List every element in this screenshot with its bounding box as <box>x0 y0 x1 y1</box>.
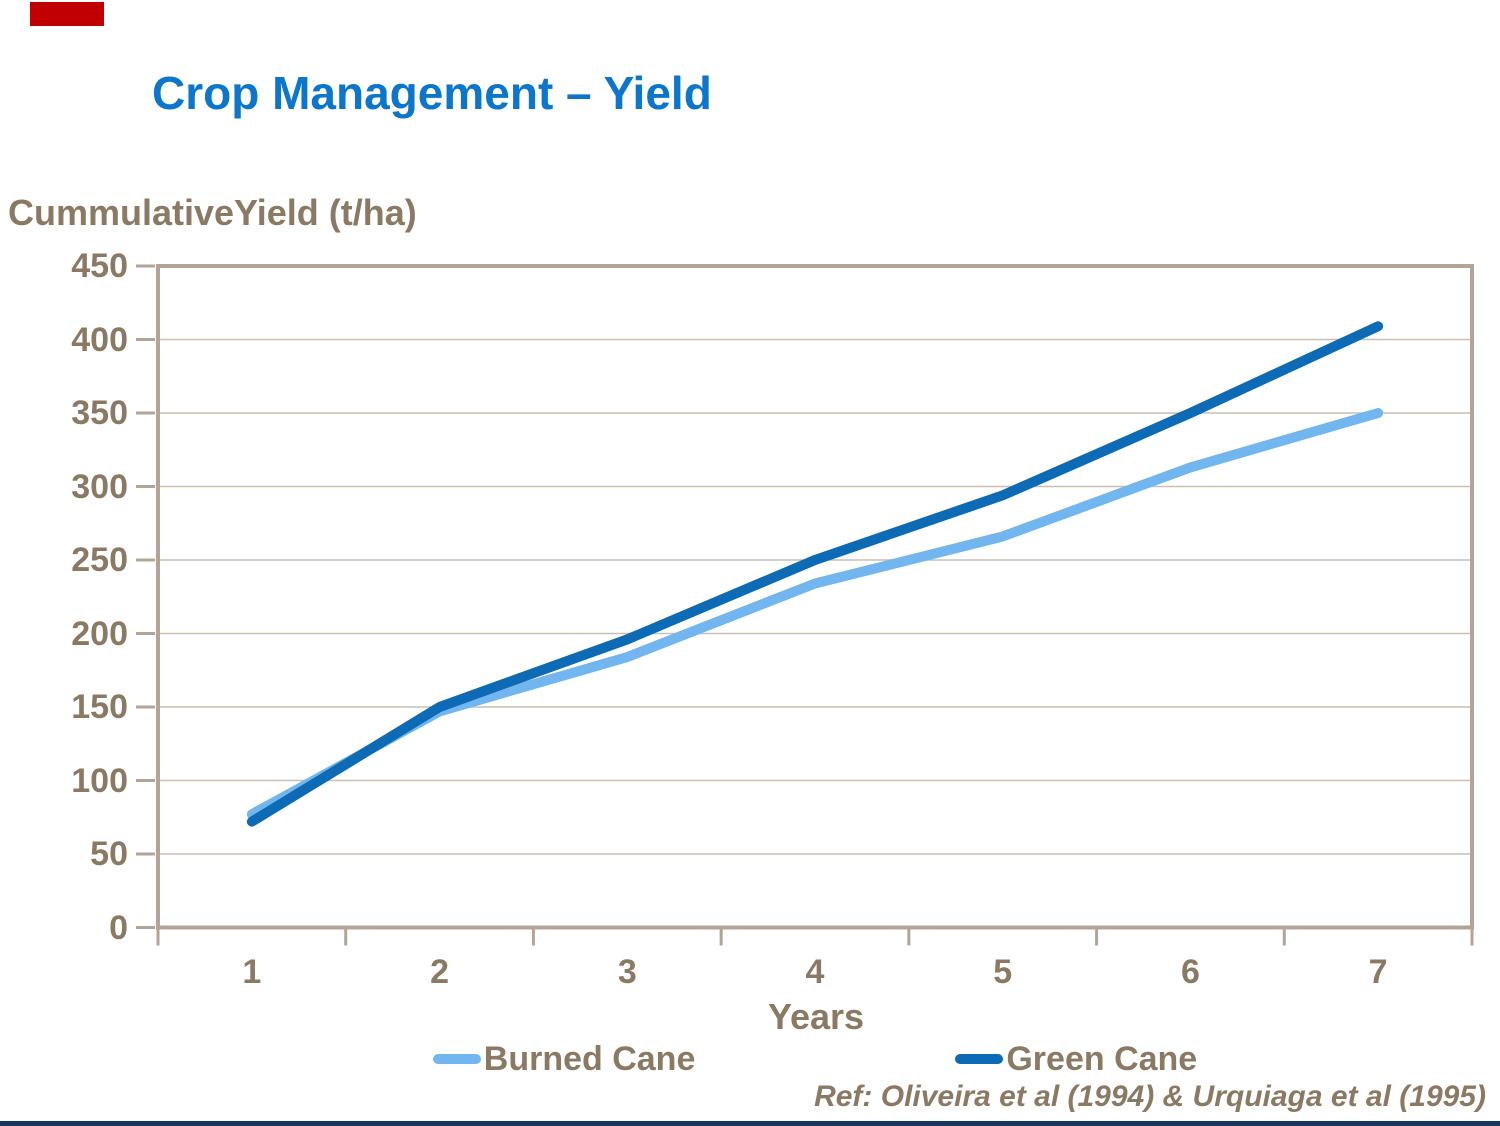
y-tick-label: 200 <box>71 614 128 653</box>
y-tick-label: 150 <box>71 688 128 726</box>
legend-label: Burned Cane <box>483 1039 696 1078</box>
y-tick-label: 350 <box>71 394 128 432</box>
x-tick-label: 3 <box>617 953 637 991</box>
plot-border <box>156 264 1474 930</box>
x-tick-label: 6 <box>1180 953 1200 991</box>
x-axis-title: Years <box>767 996 865 1037</box>
y-tick-label: 50 <box>90 835 128 873</box>
y-tick-label: 300 <box>71 467 128 506</box>
series-line-green-cane <box>246 321 1384 827</box>
legend-label: Green Cane <box>1006 1039 1198 1078</box>
series-line-burned-cane <box>246 408 1384 820</box>
y-tick-label: 100 <box>71 761 128 800</box>
y-tick-label: 400 <box>71 320 128 359</box>
footer-bar <box>0 1121 1500 1126</box>
burned-cane-line-swatch <box>432 1054 481 1064</box>
reference-citation: Ref: Oliveira et al (1994) & Urquiaga et… <box>814 1080 1486 1113</box>
x-tick-label: 1 <box>242 953 262 991</box>
y-tick-label: 450 <box>71 247 128 285</box>
legend-item-green-cane: Green Cane <box>955 1040 1197 1079</box>
y-tick-label: 250 <box>71 541 128 579</box>
x-tick-label: 2 <box>430 953 450 991</box>
x-tick-label: 4 <box>805 953 825 991</box>
chart-legend: Burned Cane Green Cane <box>158 1038 1472 1080</box>
accent-bar <box>30 2 104 26</box>
x-tick-label: 5 <box>993 953 1013 991</box>
x-tick-label: 7 <box>1368 953 1388 991</box>
y-axis-title: CummulativeYield (t/ha) <box>8 192 417 233</box>
green-cane-line-swatch <box>955 1054 1004 1064</box>
legend-item-burned-cane: Burned Cane <box>432 1039 696 1079</box>
y-tick-label: 0 <box>109 908 128 947</box>
slide-title: Crop Management – Yield <box>152 67 712 119</box>
